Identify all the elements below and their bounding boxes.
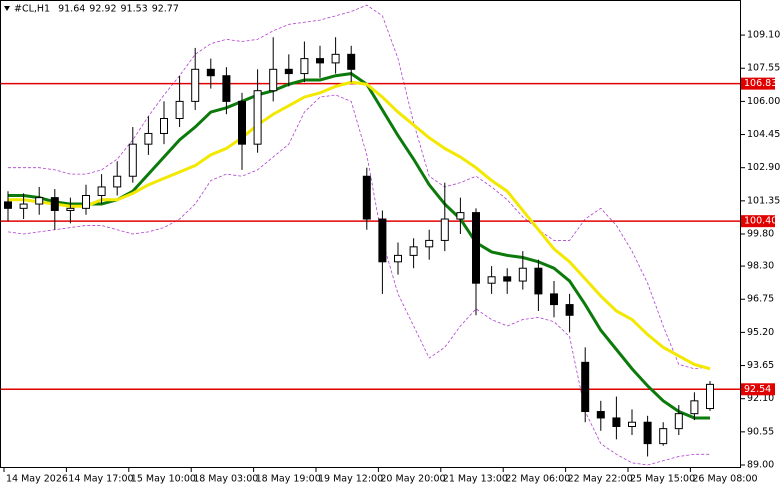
level-label: 92.54 bbox=[744, 384, 771, 395]
candle-body bbox=[191, 68, 200, 102]
candle-body bbox=[300, 58, 309, 75]
candle-body bbox=[97, 186, 106, 196]
level-label-box bbox=[741, 77, 775, 90]
candle-body bbox=[690, 400, 699, 415]
y-tick-label: 109.10 bbox=[747, 30, 780, 41]
candle-body bbox=[50, 197, 59, 211]
candle-body bbox=[4, 201, 12, 209]
y-tick-label: 106.00 bbox=[747, 96, 780, 107]
candle-body bbox=[565, 304, 574, 316]
candle-body bbox=[160, 117, 168, 134]
candle-body bbox=[581, 361, 590, 413]
candle-body bbox=[175, 100, 184, 119]
y-tick-label: 96.75 bbox=[747, 294, 774, 305]
candle-body bbox=[487, 276, 496, 284]
x-tick-label: 22 May 06:00 bbox=[505, 474, 570, 485]
candle-body bbox=[66, 207, 75, 211]
y-tick-label: 95.20 bbox=[747, 327, 774, 338]
title-ohlc: 92.92 bbox=[89, 4, 116, 15]
title-ohlc: 91.64 bbox=[58, 4, 85, 15]
title-ohlc: 91.53 bbox=[121, 4, 148, 15]
title-ohlc: 92.77 bbox=[152, 4, 179, 15]
level-label-box bbox=[741, 215, 775, 228]
y-tick-label: 104.45 bbox=[747, 129, 780, 140]
x-tick-label: 21 May 13:00 bbox=[443, 474, 508, 485]
candle-body bbox=[206, 68, 215, 77]
x-tick-label: 14 May 17:00 bbox=[68, 474, 133, 485]
level-label: 106.83 bbox=[744, 78, 777, 89]
band-upper bbox=[8, 4, 711, 370]
candle-body bbox=[82, 194, 90, 209]
candle-body bbox=[269, 68, 278, 92]
candle-body bbox=[628, 421, 636, 428]
x-tick-label: 22 May 22:00 bbox=[568, 474, 633, 485]
candle-body bbox=[19, 203, 28, 209]
candle-body bbox=[596, 411, 605, 419]
candle-body bbox=[331, 53, 340, 64]
y-tick-label: 101.35 bbox=[747, 195, 780, 206]
candle-body bbox=[706, 383, 714, 410]
candle-body bbox=[440, 218, 449, 241]
x-tick-label: 20 May 20:00 bbox=[380, 474, 445, 485]
y-tick-label: 107.55 bbox=[747, 63, 780, 74]
candle-body bbox=[409, 246, 418, 256]
y-tick-label: 102.90 bbox=[747, 162, 780, 173]
level-label: 100.40 bbox=[744, 216, 777, 227]
x-tick-label: 14 May 2026 bbox=[6, 474, 68, 485]
x-tick-label: 18 May 03:00 bbox=[193, 474, 258, 485]
candle-body bbox=[144, 132, 153, 145]
candle-body bbox=[238, 100, 246, 145]
candle-body bbox=[503, 276, 512, 282]
candle-body bbox=[378, 218, 387, 263]
y-tick-label: 98.30 bbox=[747, 261, 774, 272]
candle-body bbox=[222, 75, 231, 102]
candle-body bbox=[113, 175, 122, 188]
x-tick-label: 19 May 12:00 bbox=[318, 474, 383, 485]
plot-area bbox=[0, 4, 741, 466]
x-tick-label: 26 May 08:00 bbox=[692, 474, 757, 485]
candle-body bbox=[316, 58, 324, 64]
x-tick-label: 25 May 15:00 bbox=[630, 474, 695, 485]
candle-body bbox=[284, 68, 293, 75]
candle-body bbox=[362, 175, 371, 220]
candle-body bbox=[472, 212, 480, 284]
candle-body bbox=[674, 413, 683, 430]
chart-title: #CL,H1 bbox=[14, 4, 50, 15]
candle-body bbox=[643, 421, 652, 445]
candle-body bbox=[550, 293, 558, 306]
moving-average bbox=[8, 80, 711, 371]
y-tick-label: 90.55 bbox=[747, 426, 774, 437]
candle-body bbox=[253, 90, 262, 145]
y-tick-label: 93.65 bbox=[747, 360, 774, 371]
candle-body bbox=[347, 53, 356, 70]
candle-body bbox=[534, 267, 543, 295]
level-label-box bbox=[741, 383, 775, 396]
x-tick-label: 18 May 19:00 bbox=[256, 474, 321, 485]
candle-body bbox=[659, 428, 668, 445]
y-tick-label: 99.80 bbox=[747, 229, 774, 240]
icon bbox=[4, 6, 10, 11]
x-tick-label: 15 May 10:00 bbox=[131, 474, 196, 485]
candle-body bbox=[425, 239, 434, 248]
candle-body bbox=[518, 267, 527, 282]
candle-body bbox=[128, 143, 137, 177]
y-tick-label: 92.10 bbox=[747, 393, 774, 404]
candle-body bbox=[612, 417, 621, 428]
y-tick-label: 89.00 bbox=[747, 460, 774, 471]
candle-body bbox=[456, 212, 465, 220]
candle-body bbox=[394, 254, 402, 263]
candle-body bbox=[35, 197, 44, 205]
plot-frame bbox=[0, 0, 741, 468]
